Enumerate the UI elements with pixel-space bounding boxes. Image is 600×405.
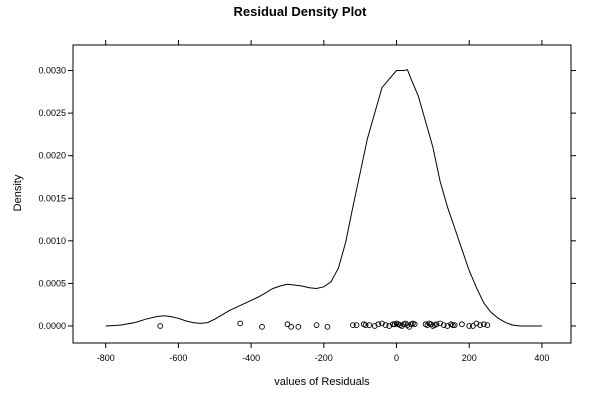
y-tick-label: 0.0010 (38, 236, 66, 246)
residual-point (353, 322, 360, 328)
residual-point (466, 323, 473, 329)
chart-title: Residual Density Plot (234, 4, 368, 19)
x-axis-label: values of Residuals (274, 376, 370, 388)
y-axis-label: Density (12, 174, 24, 211)
density-line (105, 69, 542, 327)
residual-point (375, 321, 382, 328)
residual-point (402, 320, 409, 327)
residual-point (295, 323, 302, 330)
residual-point (450, 322, 456, 328)
plot-frame (72, 44, 572, 344)
y-tick-label: 0.0015 (38, 193, 66, 203)
residual-point (390, 321, 396, 328)
residual-point (313, 322, 320, 328)
y-tick-label: 0.0030 (38, 66, 66, 76)
residual-point (428, 321, 434, 328)
y-tick-label: 0.0025 (38, 108, 66, 118)
x-tick-label: -600 (169, 353, 187, 363)
residual-point (382, 322, 389, 328)
x-tick-label: 400 (534, 353, 549, 363)
residual-point (484, 322, 491, 328)
residual-point (411, 321, 418, 328)
residual-point (433, 321, 440, 328)
residual-point (477, 322, 483, 328)
residual-point (259, 323, 265, 330)
residual-point (362, 322, 369, 328)
y-tick-label: 0.0000 (38, 321, 66, 331)
residual-point (459, 321, 465, 328)
residual-point (350, 322, 356, 328)
x-tick-label: 200 (462, 353, 477, 363)
x-tick-label: -200 (315, 353, 333, 363)
residual-point (237, 320, 244, 327)
plot-layer: -800 -600 -400 -200 0 200 400 0.0000 0.0005 0.001… (38, 40, 576, 363)
x-tick-label: -400 (242, 353, 260, 363)
x-tick-label: 0 (394, 353, 399, 363)
residual-point (324, 323, 331, 330)
residual-point (157, 323, 164, 329)
y-tick-label: 0.0020 (38, 151, 66, 161)
residual-point (480, 321, 487, 328)
residual-point (424, 322, 431, 328)
y-tick-label: 0.0005 (38, 278, 66, 288)
residual-point (451, 322, 458, 328)
residual-point (366, 322, 373, 328)
residual-point (440, 322, 447, 328)
residual-point (404, 322, 411, 328)
residual-point (288, 323, 294, 330)
x-tick-label: -800 (97, 353, 115, 363)
